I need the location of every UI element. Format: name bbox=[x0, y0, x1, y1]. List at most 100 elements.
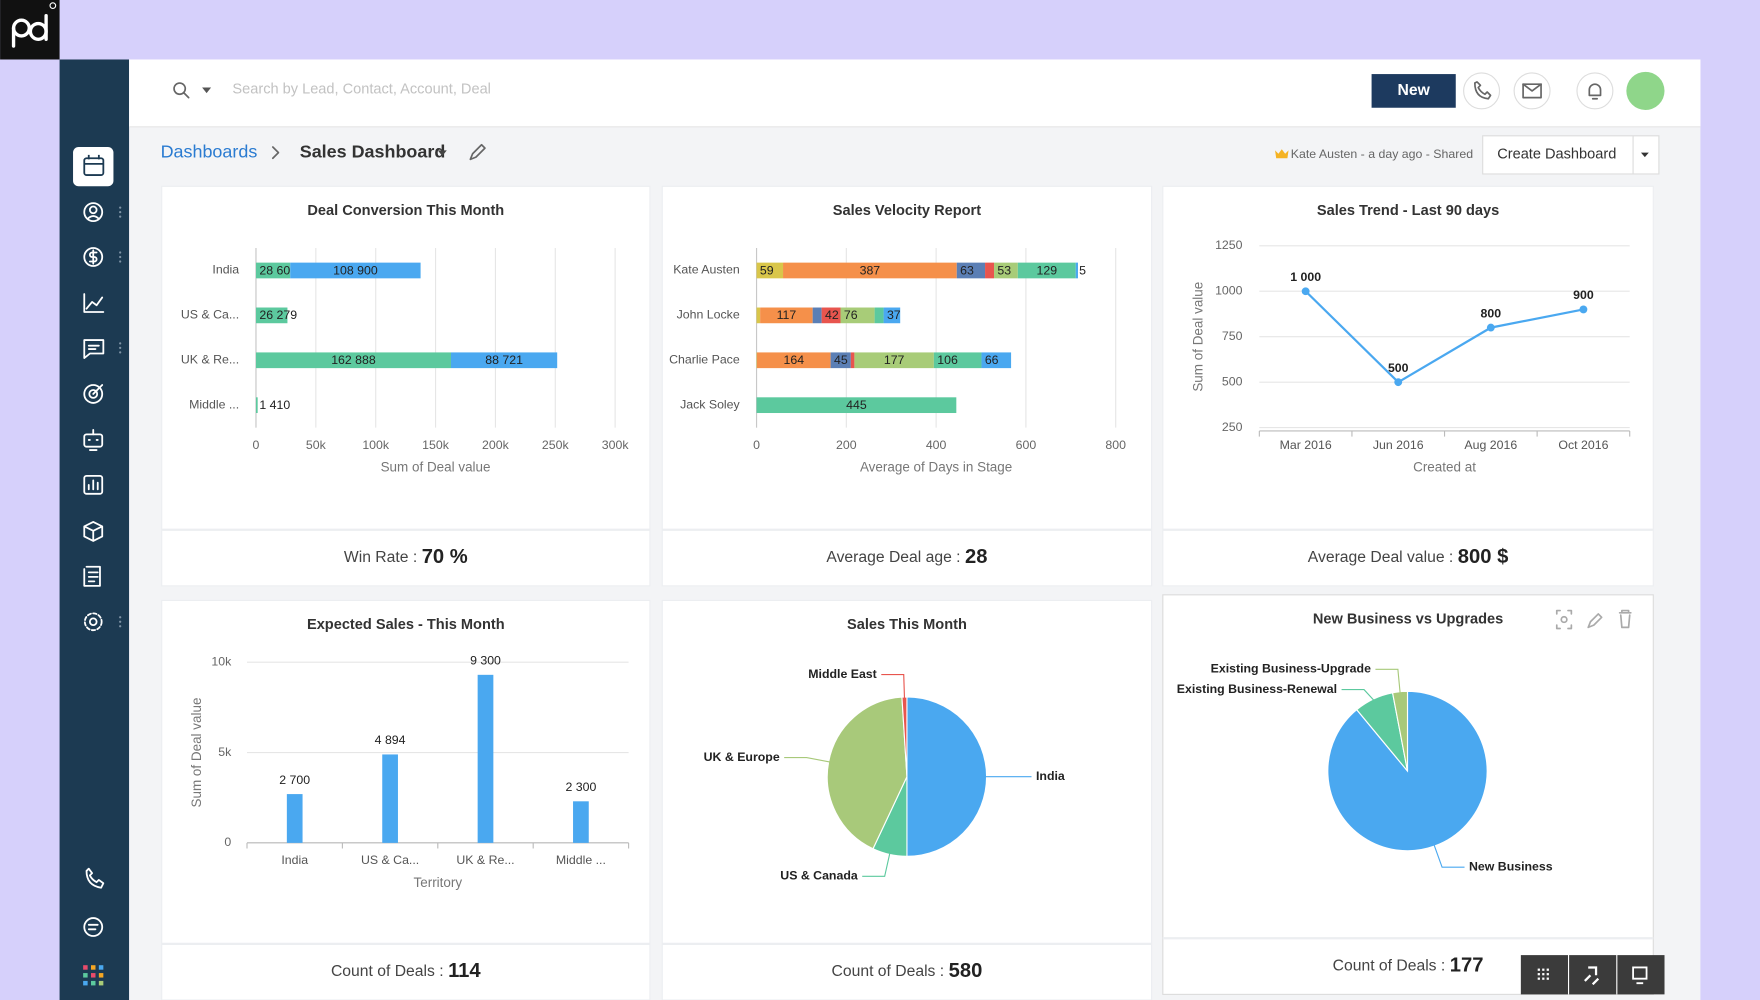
phone-icon[interactable] bbox=[85, 867, 105, 889]
settings-icon[interactable] bbox=[83, 612, 103, 632]
data-label: 66 bbox=[985, 353, 999, 367]
bar-segment bbox=[760, 307, 813, 324]
bottom-toolbar[interactable] bbox=[1520, 955, 1665, 995]
leader-line bbox=[1433, 843, 1465, 868]
x-tick-label: 0 bbox=[253, 438, 260, 452]
category-label: UK & Re... bbox=[181, 353, 239, 367]
x-tick-label: Mar 2016 bbox=[1280, 438, 1332, 452]
data-label: 387 bbox=[860, 263, 881, 277]
search-caret[interactable] bbox=[202, 87, 212, 94]
phone-glyph bbox=[1473, 81, 1492, 100]
x-tick-label: 50k bbox=[306, 438, 327, 452]
leader-line bbox=[881, 674, 906, 700]
data-label: 53 bbox=[997, 263, 1011, 277]
bar-segment bbox=[255, 352, 451, 369]
x-tick-label: Aug 2016 bbox=[1464, 438, 1517, 452]
data-label: 177 bbox=[884, 353, 905, 367]
new-button[interactable] bbox=[1371, 74, 1456, 108]
products-icon[interactable] bbox=[83, 520, 104, 542]
data-label: 500 bbox=[1388, 361, 1409, 375]
bar-segment bbox=[1017, 262, 1076, 279]
bar-segment bbox=[854, 352, 934, 369]
widget-title: Deal Conversion This Month bbox=[307, 203, 504, 219]
registered-mark bbox=[49, 2, 57, 9]
breadcrumb-separator bbox=[271, 146, 280, 160]
widget-card[interactable]: Deal Conversion This Month 0 50k 100k 150k 20… bbox=[161, 185, 651, 587]
data-label: 117 bbox=[777, 308, 797, 322]
toolbar-button[interactable] bbox=[1569, 955, 1617, 995]
sidebar-icons[interactable] bbox=[83, 202, 105, 937]
contact-icon[interactable] bbox=[83, 202, 104, 222]
widget-footer: Count of Deals :177 bbox=[1333, 955, 1484, 977]
x-tick-label: India bbox=[281, 853, 308, 867]
avatar[interactable] bbox=[1626, 71, 1665, 110]
create-dashboard-label[interactable]: Create Dashboard bbox=[1497, 147, 1616, 163]
footer-value: 114 bbox=[448, 960, 481, 982]
data-label: 2 300 bbox=[565, 780, 596, 794]
data-label: 164 bbox=[784, 353, 805, 367]
widget-title: New Business vs Upgrades bbox=[1313, 611, 1503, 627]
widget-title: Sales Velocity Report bbox=[833, 203, 981, 219]
widget-actions[interactable] bbox=[1555, 609, 1632, 630]
bot-icon[interactable] bbox=[83, 428, 104, 451]
create-dashboard-button[interactable] bbox=[1482, 135, 1660, 175]
create-dashboard-caret[interactable] bbox=[1640, 152, 1649, 158]
bar-segment bbox=[290, 262, 421, 279]
bar bbox=[477, 674, 494, 843]
bar-segment bbox=[821, 307, 841, 324]
sidebar-active[interactable] bbox=[73, 147, 114, 187]
search-input[interactable]: Search by Lead, Contact, Account, Deal bbox=[232, 82, 491, 98]
messages-icon[interactable] bbox=[83, 917, 104, 937]
widget-card[interactable]: New Business vs Upgrades New Business Exis… bbox=[1162, 594, 1654, 995]
leader-line bbox=[862, 852, 891, 877]
x-tick-label: 150k bbox=[422, 438, 450, 452]
docs-icon[interactable] bbox=[83, 565, 101, 587]
y-tick-label: 1000 bbox=[1215, 284, 1243, 298]
chat-icon[interactable] bbox=[83, 339, 105, 359]
leader-line bbox=[784, 756, 831, 763]
deals-icon[interactable] bbox=[83, 247, 104, 267]
footer-label: Count of Deals : bbox=[832, 963, 945, 980]
slice-label: Existing Business-Upgrade bbox=[1211, 662, 1371, 676]
breadcrumb-current[interactable]: Sales Dashboard bbox=[300, 141, 446, 161]
new-button-label[interactable]: New bbox=[1398, 82, 1431, 99]
apps-grid[interactable] bbox=[83, 965, 104, 986]
x-axis-label: Created at bbox=[1413, 460, 1476, 475]
widget-card[interactable]: Expected Sales - This Month 0 5k 10k Sum of … bbox=[161, 599, 651, 1000]
bar-segment bbox=[255, 397, 258, 414]
bar-segment bbox=[756, 307, 761, 324]
slice-label: Middle East bbox=[808, 667, 877, 681]
toolbar-button[interactable] bbox=[1617, 955, 1665, 995]
notifications-button[interactable] bbox=[1576, 72, 1614, 110]
shared-info: Kate Austen - a day ago - Shared bbox=[1291, 147, 1473, 161]
widget-card[interactable]: Sales Velocity Report 0 200 400 600 800 Averag… bbox=[661, 185, 1153, 587]
leader-line bbox=[1375, 668, 1401, 694]
footer-label: Average Deal age : bbox=[826, 549, 960, 566]
bar-segment bbox=[840, 307, 875, 324]
analytics-icon[interactable] bbox=[83, 474, 104, 495]
breadcrumb-root[interactable]: Dashboards bbox=[161, 141, 258, 161]
data-label: 4 894 bbox=[375, 733, 406, 747]
bar-segment bbox=[874, 307, 884, 324]
widget-card[interactable]: Sales This Month India US & Canada UK & Eur… bbox=[661, 599, 1153, 1000]
more-dots[interactable] bbox=[119, 206, 122, 628]
edit-icon[interactable] bbox=[469, 143, 486, 161]
widget-title: Expected Sales - This Month bbox=[307, 617, 505, 633]
category-label: Kate Austen bbox=[673, 263, 740, 277]
footer-value: 580 bbox=[949, 960, 983, 982]
widget-card[interactable]: Sales Trend - Last 90 days 250 500 750 1000 1… bbox=[1162, 185, 1654, 587]
goals-icon[interactable] bbox=[83, 384, 104, 404]
leader-line bbox=[1341, 689, 1375, 702]
line-point bbox=[1301, 287, 1310, 296]
dashboard-grid: Deal Conversion This Month 0 50k 100k 150k 20… bbox=[161, 185, 1654, 1000]
logo-mark bbox=[11, 14, 48, 48]
dashboard-caret[interactable] bbox=[437, 150, 447, 157]
bar-segment bbox=[883, 307, 901, 324]
slice-label: UK & Europe bbox=[704, 750, 780, 764]
bar-segment bbox=[783, 262, 957, 279]
search-icon[interactable] bbox=[173, 82, 190, 99]
widget-footer: Count of Deals :114 bbox=[331, 960, 481, 982]
reports-icon[interactable] bbox=[83, 293, 105, 313]
data-label: 45 bbox=[834, 353, 848, 367]
y-tick-label: 10k bbox=[211, 654, 232, 668]
